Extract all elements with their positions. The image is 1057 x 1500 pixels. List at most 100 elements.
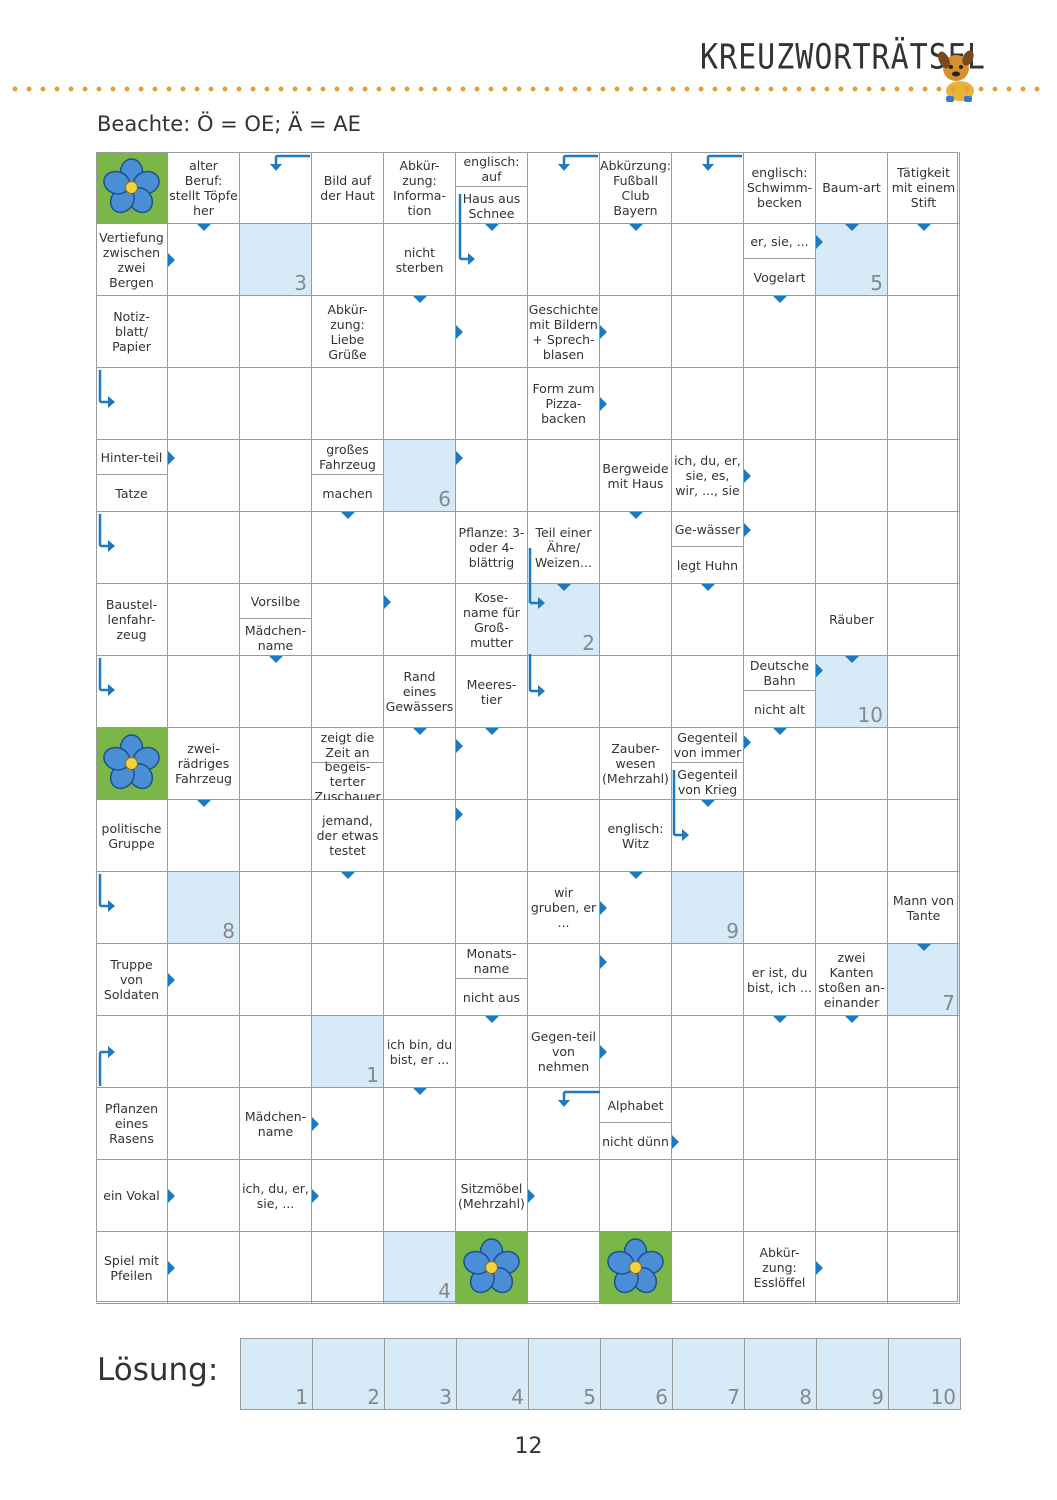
answer-cell[interactable] <box>456 1016 528 1088</box>
answer-cell[interactable] <box>312 800 384 872</box>
answer-cell[interactable] <box>528 512 600 584</box>
answer-cell[interactable] <box>168 1016 240 1088</box>
answer-cell[interactable] <box>384 944 456 1016</box>
answer-cell[interactable] <box>600 1160 672 1232</box>
solution-cell[interactable]: 8 <box>168 872 239 943</box>
answer-cell[interactable] <box>672 512 744 584</box>
answer-cell[interactable] <box>168 1160 240 1232</box>
solution-cell[interactable]: 9 <box>672 872 743 943</box>
answer-cell[interactable] <box>528 872 600 944</box>
answer-cell[interactable] <box>744 512 816 584</box>
answer-cell[interactable] <box>816 1232 888 1304</box>
answer-cell[interactable] <box>240 152 312 224</box>
answer-cell[interactable] <box>384 152 456 224</box>
answer-cell[interactable] <box>456 1088 528 1160</box>
answer-cell[interactable] <box>240 1232 312 1304</box>
answer-cell[interactable] <box>312 512 384 584</box>
answer-cell[interactable] <box>96 296 168 368</box>
solution-letter-box[interactable]: 2 <box>313 1339 385 1409</box>
answer-cell[interactable] <box>888 224 960 296</box>
answer-cell[interactable] <box>384 1160 456 1232</box>
answer-cell[interactable] <box>528 584 600 656</box>
answer-cell[interactable] <box>96 512 168 584</box>
answer-cell[interactable] <box>600 368 672 440</box>
answer-cell[interactable] <box>240 728 312 800</box>
solution-cell[interactable]: 5 <box>816 224 887 295</box>
answer-cell[interactable] <box>456 944 528 1016</box>
solution-letter-box[interactable]: 7 <box>673 1339 745 1409</box>
answer-cell[interactable] <box>96 656 168 728</box>
answer-cell[interactable] <box>600 152 672 224</box>
answer-cell[interactable] <box>96 584 168 656</box>
answer-cell[interactable] <box>600 728 672 800</box>
answer-cell[interactable] <box>96 944 168 1016</box>
answer-cell[interactable] <box>456 1232 528 1304</box>
answer-cell[interactable] <box>312 944 384 1016</box>
answer-cell[interactable] <box>744 1016 816 1088</box>
answer-cell[interactable] <box>888 440 960 512</box>
answer-cell[interactable] <box>312 584 384 656</box>
answer-cell[interactable] <box>888 1232 960 1304</box>
answer-cell[interactable] <box>816 872 888 944</box>
answer-cell[interactable] <box>384 656 456 728</box>
solution-letter-box[interactable]: 1 <box>241 1339 313 1409</box>
answer-cell[interactable] <box>816 728 888 800</box>
answer-cell[interactable] <box>168 800 240 872</box>
solution-cell[interactable]: 6 <box>384 440 455 511</box>
answer-cell[interactable] <box>168 1232 240 1304</box>
answer-cell[interactable] <box>528 1232 600 1304</box>
answer-cell[interactable] <box>384 512 456 584</box>
answer-cell[interactable] <box>168 368 240 440</box>
answer-cell[interactable] <box>672 1088 744 1160</box>
solution-letter-box[interactable]: 3 <box>385 1339 457 1409</box>
answer-cell[interactable] <box>744 1088 816 1160</box>
answer-cell[interactable] <box>96 872 168 944</box>
answer-cell[interactable] <box>600 296 672 368</box>
answer-cell[interactable] <box>744 152 816 224</box>
answer-cell[interactable] <box>888 872 960 944</box>
answer-cell[interactable] <box>816 440 888 512</box>
answer-cell[interactable] <box>672 440 744 512</box>
answer-cell[interactable] <box>744 872 816 944</box>
answer-cell[interactable] <box>744 296 816 368</box>
answer-cell[interactable] <box>816 368 888 440</box>
answer-cell[interactable] <box>384 584 456 656</box>
answer-cell[interactable] <box>600 224 672 296</box>
answer-cell[interactable] <box>384 872 456 944</box>
answer-cell[interactable] <box>240 1160 312 1232</box>
answer-cell[interactable] <box>672 296 744 368</box>
answer-cell[interactable] <box>816 1160 888 1232</box>
answer-cell[interactable] <box>312 1160 384 1232</box>
solution-letter-box[interactable]: 9 <box>817 1339 889 1409</box>
answer-cell[interactable] <box>888 296 960 368</box>
answer-cell[interactable] <box>96 1016 168 1088</box>
answer-cell[interactable] <box>744 1232 816 1304</box>
answer-cell[interactable] <box>312 152 384 224</box>
answer-cell[interactable] <box>528 800 600 872</box>
answer-cell[interactable] <box>600 1088 672 1160</box>
answer-cell[interactable] <box>672 872 744 944</box>
answer-cell[interactable] <box>600 872 672 944</box>
answer-cell[interactable] <box>384 296 456 368</box>
answer-cell[interactable] <box>168 152 240 224</box>
answer-cell[interactable] <box>888 728 960 800</box>
answer-cell[interactable] <box>456 296 528 368</box>
answer-cell[interactable] <box>672 368 744 440</box>
solution-letter-box[interactable]: 6 <box>601 1339 673 1409</box>
answer-cell[interactable] <box>456 584 528 656</box>
answer-cell[interactable] <box>384 728 456 800</box>
answer-cell[interactable] <box>168 944 240 1016</box>
answer-cell[interactable] <box>312 224 384 296</box>
answer-cell[interactable] <box>312 1016 384 1088</box>
answer-cell[interactable] <box>312 1232 384 1304</box>
answer-cell[interactable] <box>96 1160 168 1232</box>
answer-cell[interactable] <box>96 800 168 872</box>
answer-cell[interactable] <box>384 1016 456 1088</box>
answer-cell[interactable] <box>888 944 960 1016</box>
answer-cell[interactable] <box>384 800 456 872</box>
answer-cell[interactable] <box>528 1160 600 1232</box>
answer-cell[interactable] <box>240 224 312 296</box>
answer-cell[interactable] <box>672 1016 744 1088</box>
answer-cell[interactable] <box>672 656 744 728</box>
answer-cell[interactable] <box>168 296 240 368</box>
